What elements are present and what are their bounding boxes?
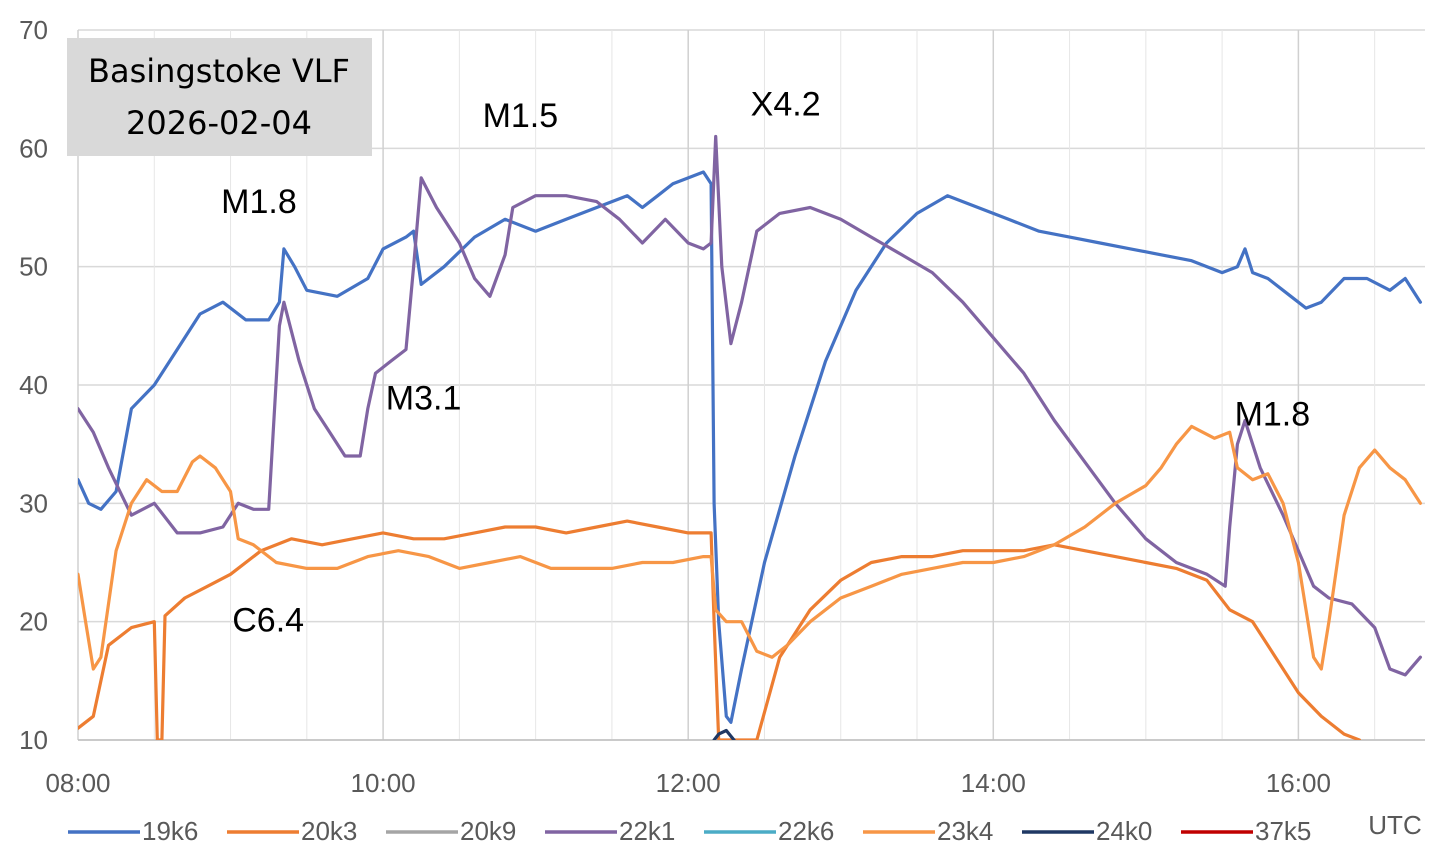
x-tick-label: 14:00 <box>961 768 1026 798</box>
x-axis-ticks: 08:00 10:00 12:00 14:00 16:00 <box>45 768 1330 798</box>
y-tick-label: 10 <box>19 725 48 755</box>
legend-label: 20k9 <box>460 816 516 846</box>
flare-annotation: M1.8 <box>221 183 297 221</box>
y-tick-label: 60 <box>19 133 48 163</box>
legend-label: 24k0 <box>1096 816 1152 846</box>
series-line-19k6 <box>78 170 1422 724</box>
series-line-24k0 <box>712 728 736 740</box>
y-tick-label: 50 <box>19 252 48 282</box>
y-tick-label: 40 <box>19 370 48 400</box>
title-box: Basingstoke VLF 2026-02-04 <box>67 38 372 156</box>
chart-title: Basingstoke VLF <box>88 52 350 90</box>
legend-label: 37k5 <box>1255 816 1311 846</box>
legend: 19k6 20k3 20k9 22k1 22k6 23k4 24k0 37k5 <box>68 816 1311 846</box>
x-tick-label: 10:00 <box>351 768 416 798</box>
x-tick-label: 08:00 <box>45 768 110 798</box>
legend-label: 22k6 <box>778 816 834 846</box>
y-axis-ticks: 10 20 30 40 50 60 70 <box>19 15 48 755</box>
flare-annotation: M1.8 <box>1235 396 1311 434</box>
flare-annotation: C6.4 <box>232 601 304 639</box>
series-clip <box>78 134 1422 740</box>
legend-label: 19k6 <box>142 816 198 846</box>
chart-subtitle: 2026-02-04 <box>126 104 312 142</box>
legend-label: 22k1 <box>619 816 675 846</box>
flare-annotation: X4.2 <box>751 86 821 124</box>
title-box-background <box>67 38 372 156</box>
x-tick-label: 16:00 <box>1266 768 1331 798</box>
y-tick-label: 30 <box>19 488 48 518</box>
flare-annotations: M1.8 M3.1 M1.5 X4.2 C6.4 M1.8 <box>221 86 1310 640</box>
series-line-22k1 <box>78 134 1422 677</box>
legend-label: 20k3 <box>301 816 357 846</box>
series-lines <box>78 134 1422 740</box>
flare-annotation: M3.1 <box>386 380 462 418</box>
x-axis-label: UTC <box>1368 810 1421 840</box>
y-tick-label: 70 <box>19 15 48 45</box>
legend-label: 23k4 <box>937 816 993 846</box>
y-tick-label: 20 <box>19 607 48 637</box>
series-line-23k4 <box>78 424 1422 671</box>
flare-annotation: M1.5 <box>483 97 559 135</box>
series-line-20k3 <box>78 519 1361 740</box>
x-tick-label: 12:00 <box>656 768 721 798</box>
